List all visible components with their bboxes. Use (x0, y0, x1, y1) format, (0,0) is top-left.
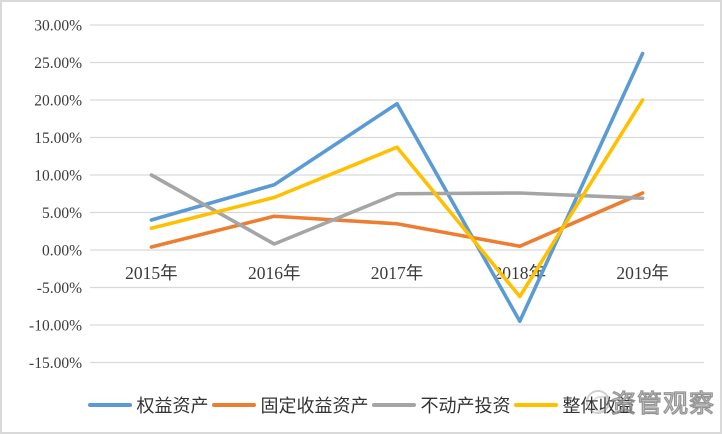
y-axis-tick-label: -5.00% (37, 280, 82, 297)
legend-item-3: 整体收益 (513, 392, 635, 418)
legend-line-swatch (371, 402, 416, 408)
legend-line-swatch (211, 402, 256, 408)
legend-line-swatch (513, 402, 558, 408)
x-axis-tick-label: 2016年 (248, 263, 301, 283)
x-axis-tick-label: 2017年 (371, 263, 424, 283)
legend-label: 权益资产 (136, 396, 209, 416)
legend-label: 不动产投资 (420, 396, 511, 416)
y-axis-tick-label: 10.00% (34, 168, 82, 185)
legend-line-swatch (87, 402, 132, 408)
series-line-3 (149, 98, 645, 299)
y-axis-tick-label: 0.00% (42, 243, 82, 260)
x-axis-tick-label: 2019年 (616, 263, 669, 283)
y-axis-tick-label: -10.00% (29, 318, 82, 335)
y-axis-tick-label: 25.00% (34, 55, 82, 72)
y-axis-tick-label: -15.00% (29, 355, 82, 372)
legend-label: 整体收益 (562, 396, 635, 416)
series-line-2 (149, 173, 645, 246)
legend-item-0: 权益资产 (87, 392, 209, 418)
y-axis-tick-label: 5.00% (42, 205, 82, 222)
legend-item-1: 固定收益资产 (211, 392, 369, 418)
legend-label: 固定收益资产 (260, 396, 369, 416)
legend-item-2: 不动产投资 (371, 392, 511, 418)
y-axis-tick-label: 30.00% (34, 18, 82, 35)
chart-legend: 权益资产 固定收益资产 不动产投资 整体收益 (2, 392, 720, 418)
y-axis-tick-label: 15.00% (34, 130, 82, 147)
y-axis-tick-label: 20.00% (34, 93, 82, 110)
x-axis-tick-label: 2015年 (125, 263, 178, 283)
